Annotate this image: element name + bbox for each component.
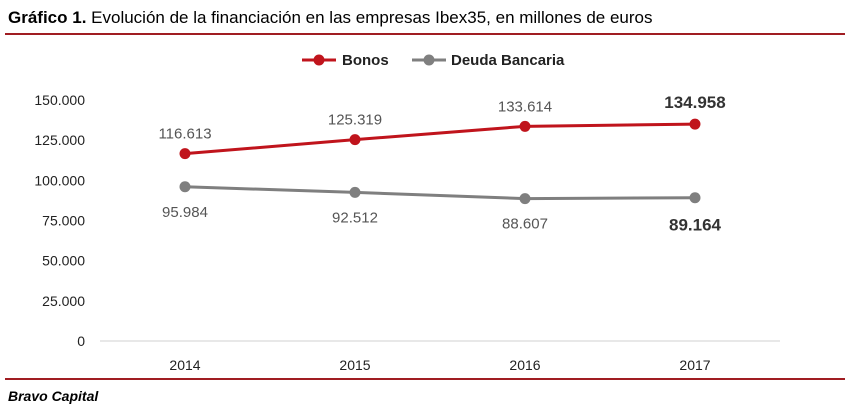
y-tick-label: 50.000 (42, 253, 85, 269)
data-point (519, 193, 531, 205)
data-point (689, 118, 701, 130)
data-point (519, 120, 531, 132)
y-tick-label: 125.000 (34, 132, 85, 148)
data-point (179, 181, 191, 193)
x-tick-label: 2016 (509, 357, 540, 373)
bottom-divider (5, 378, 845, 380)
top-divider (5, 33, 845, 35)
data-point (349, 134, 361, 146)
data-point (179, 148, 191, 160)
x-tick-label: 2015 (339, 357, 370, 373)
series-line-deuda-bancaria (184, 185, 696, 201)
chart-title-prefix: Gráfico 1. (8, 8, 87, 27)
data-label: 88.607 (502, 216, 548, 233)
legend-label: Deuda Bancaria (451, 52, 565, 69)
data-label: 95.984 (162, 204, 208, 221)
chart-title-text: Evolución de la financiación en las empr… (86, 8, 653, 27)
y-tick-label: 75.000 (42, 213, 85, 229)
source-label: Bravo Capital (8, 388, 99, 404)
y-tick-label: 25.000 (42, 293, 85, 309)
y-tick-label: 150.000 (34, 92, 85, 108)
data-label: 92.512 (332, 209, 378, 226)
data-label: 134.958 (664, 93, 725, 112)
data-point (349, 186, 361, 198)
x-tick-label: 2017 (679, 357, 710, 373)
legend-marker (423, 54, 435, 66)
series-line-bonos (184, 122, 696, 156)
data-point (689, 192, 701, 204)
legend-marker (313, 54, 325, 66)
data-label: 133.614 (498, 98, 552, 115)
x-tick-label: 2014 (169, 357, 200, 373)
y-tick-label: 0 (77, 333, 85, 349)
data-label: 125.319 (328, 112, 382, 129)
data-label: 116.613 (158, 126, 211, 143)
legend-label: Bonos (342, 52, 389, 69)
data-label: 89.164 (669, 216, 722, 235)
y-tick-label: 100.000 (34, 172, 85, 188)
chart-title: Gráfico 1. Evolución de la financiación … (8, 8, 652, 28)
